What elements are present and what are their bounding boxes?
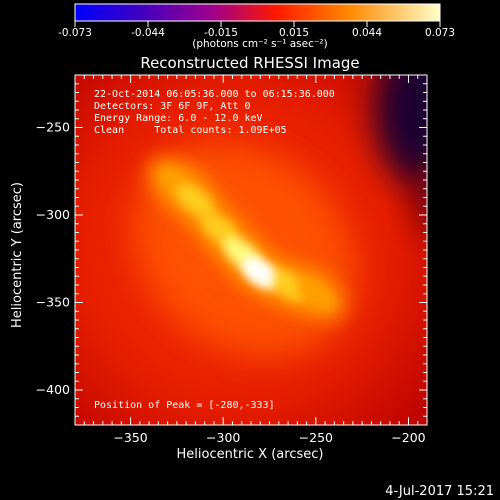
ridge-point (269, 268, 307, 302)
peak-marker (245, 261, 275, 284)
y-tick-label: −250 (36, 120, 70, 135)
colorbar-tick-label: 0.015 (279, 27, 309, 39)
y-tick-label: −400 (36, 382, 70, 397)
colorbar: -0.073 -0.044 -0.015 0.015 0.044 0.073 (photo… (58, 3, 455, 50)
y-tick-label: −300 (36, 207, 70, 222)
annotation-detectors: Detectors: 3F 6F 9F, Att 0 (94, 101, 251, 112)
annotation-time: 22-Oct-2014 06:05:36.000 to 06:15:36.000 (94, 89, 335, 100)
ridge-point (200, 212, 239, 246)
peak-label: Position of Peak = [-280,-333] (94, 400, 275, 411)
heatmap-image (75, 75, 427, 425)
footer-date: 4-Jul-2017 15:21 (385, 484, 494, 499)
annotation-block: 22-Oct-2014 06:05:36.000 to 06:15:36.000… (94, 89, 335, 136)
ridge-point (296, 277, 335, 311)
emission-ridge (146, 156, 346, 321)
colorbar-tick-label: -0.073 (58, 27, 92, 39)
x-tick-label: −250 (299, 430, 333, 445)
dark-region-edge (415, 165, 427, 235)
axes: −350 −300 −250 −200 −250 −300 −350 −400 (36, 75, 428, 445)
colorbar-tick-label: -0.015 (204, 27, 238, 39)
colorbar-gradient (74, 3, 441, 22)
y-tick-label: −350 (36, 295, 70, 310)
annotation-clean: Clean Total counts: 1.09E+05 (94, 125, 287, 136)
colorbar-ticks: -0.073 -0.044 -0.015 0.015 0.044 0.073 (58, 21, 455, 39)
x-tick-label: −200 (391, 430, 425, 445)
y-axis-label: Heliocentric Y (arcsec) (10, 182, 25, 328)
ridge-point (176, 184, 215, 218)
colorbar-label: (photons cm⁻² s⁻¹ asec⁻²) (192, 38, 327, 50)
chart-title: Reconstructed RHESSI Image (140, 54, 359, 72)
x-axis-label: Heliocentric X (arcsec) (177, 447, 324, 462)
colorbar-tick-label: 0.073 (425, 27, 455, 39)
x-tick-label: −300 (206, 430, 240, 445)
x-tick-label: −350 (113, 430, 147, 445)
colorbar-tick-label: 0.044 (352, 27, 382, 39)
annotation-energy: Energy Range: 6.0 - 12.0 keV (94, 113, 263, 124)
colorbar-tick-label: -0.044 (131, 27, 165, 39)
dark-region (375, 75, 427, 190)
